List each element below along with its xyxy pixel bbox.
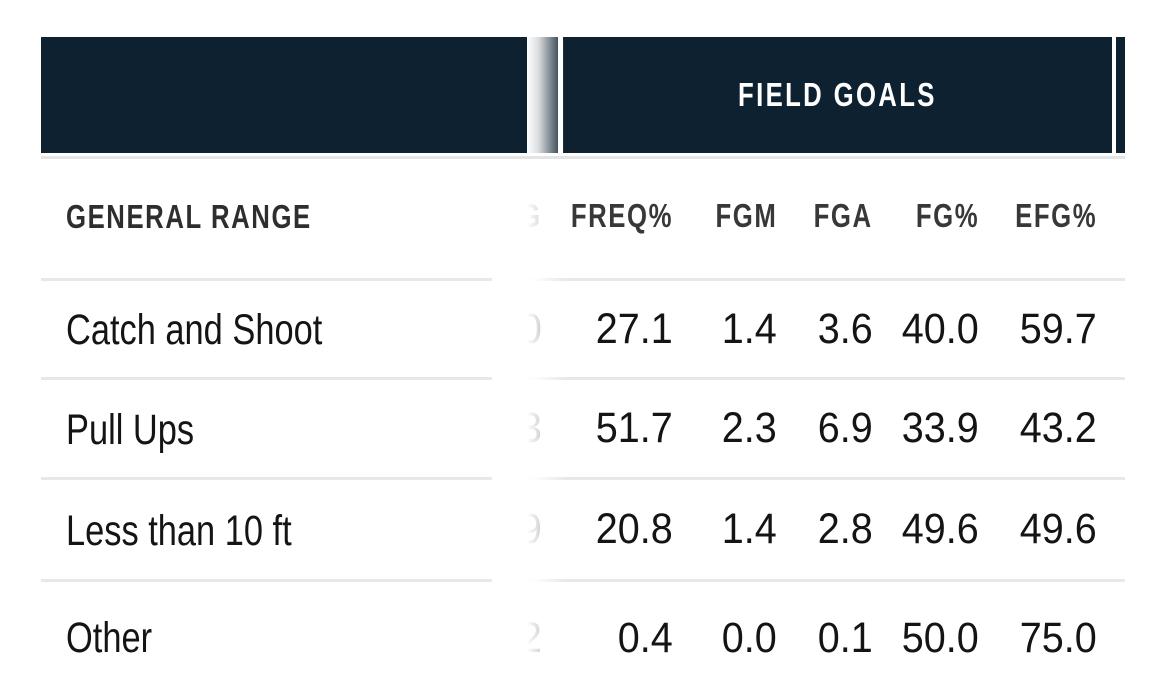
group-header-field-goals-label: FIELD GOALS	[738, 76, 937, 113]
column-header-general-range-label: GENERAL RANGE	[66, 198, 312, 235]
column-header-freq-pct-label: FREQ%	[570, 196, 673, 234]
cell-text: 2.3	[722, 404, 777, 452]
column-header-general-range[interactable]: GENERAL RANGE	[41, 153, 527, 281]
group-header-field-goals: FIELD GOALS	[563, 37, 1112, 153]
band-divider	[41, 156, 1125, 159]
cell-freq-pct: 0.4	[613, 582, 673, 694]
cell-text: 6.9	[818, 404, 873, 452]
column-header-fgm[interactable]: FGM	[698, 153, 777, 278]
cell-efg-pct: 43.2	[1013, 380, 1097, 477]
group-header-next-cut	[1116, 37, 1125, 153]
cell-fgm: 2.3	[717, 380, 777, 477]
cell-text: 2.8	[818, 505, 873, 553]
column-header-fga-label: FGA	[813, 196, 873, 234]
cell-text: 43.2	[1019, 404, 1097, 452]
cell-text: 0.0	[722, 613, 777, 662]
row-divider	[41, 278, 492, 281]
cell-fga: 0.1	[813, 582, 873, 694]
column-header-freq-pct[interactable]: FREQ%	[542, 153, 673, 278]
cell-fga: 2.8	[813, 480, 873, 579]
cell-text: 51.7	[595, 404, 673, 452]
row-divider	[41, 477, 492, 480]
cell-freq-pct: 51.7	[589, 380, 673, 477]
cell-text: 0.4	[618, 613, 673, 662]
row-divider	[41, 377, 492, 380]
row-label-cell: Less than 10 ft	[41, 480, 527, 582]
row-divider	[41, 579, 492, 582]
group-header-blank	[41, 37, 527, 153]
row-label: Pull Ups	[66, 405, 195, 454]
cell-text: 3.6	[818, 304, 873, 353]
cell-fg-pct: 40.0	[895, 281, 979, 377]
cell-text: 1.4	[722, 505, 777, 553]
cell-fg-pct: 33.9	[895, 380, 979, 477]
cell-fgm: 1.4	[717, 281, 777, 377]
cell-efg-pct: 59.7	[1013, 281, 1097, 377]
cell-text: 49.6	[901, 505, 979, 553]
cell-fga: 6.9	[813, 380, 873, 477]
column-header-fgm-label: FGM	[715, 196, 777, 234]
column-header-fg-pct-label: FG%	[915, 196, 979, 234]
cell-freq-pct: 20.8	[589, 480, 673, 579]
cell-efg-pct: 75.0	[1013, 582, 1097, 694]
cell-text: 27.1	[595, 304, 673, 353]
cell-text: 75.0	[1019, 613, 1097, 662]
row-label: Less than 10 ft	[66, 506, 292, 555]
cell-text: 33.9	[901, 404, 979, 452]
cell-fg-pct: 49.6	[895, 480, 979, 579]
cell-freq-pct: 27.1	[589, 281, 673, 377]
row-label: Catch and Shoot	[66, 306, 323, 354]
row-label-cell: Other	[41, 582, 527, 694]
cell-text: 40.0	[901, 304, 979, 353]
row-label-cell: Pull Ups	[41, 380, 527, 480]
stats-table-viewport[interactable]: FIELD GOALS G FREQ% FGM FGA FG% EFG%	[41, 37, 1125, 694]
column-header-efg-pct-label: EFG%	[1014, 196, 1097, 234]
cell-fgm: 1.4	[717, 480, 777, 579]
cell-text: 20.8	[595, 505, 673, 553]
column-header-efg-pct[interactable]: EFG%	[992, 153, 1097, 278]
cell-fg-pct: 50.0	[895, 582, 979, 694]
cell-text: 0.1	[818, 613, 873, 662]
table-row: 9 20.8 1.4 2.8 49.6 49.6	[41, 480, 1125, 582]
sticky-first-column: GENERAL RANGE Catch and Shoot Pull Ups L…	[41, 37, 527, 694]
table-row: 2 0.4 0.0 0.1 50.0 75.0	[41, 582, 1125, 694]
row-label-cell: Catch and Shoot	[41, 281, 527, 380]
cell-text: 59.7	[1019, 304, 1097, 353]
cell-fga: 3.6	[813, 281, 873, 377]
cell-text: 49.6	[1019, 505, 1097, 553]
cell-efg-pct: 49.6	[1013, 480, 1097, 579]
column-header-fga[interactable]: FGA	[797, 153, 873, 278]
column-header-fg-pct[interactable]: FG%	[898, 153, 979, 278]
row-label: Other	[66, 613, 153, 662]
cell-fgm: 0.0	[717, 582, 777, 694]
cell-text: 1.4	[722, 304, 777, 353]
table-row: 0 27.1 1.4 3.6 40.0 59.7	[41, 281, 1125, 380]
cell-text: 50.0	[901, 613, 979, 662]
